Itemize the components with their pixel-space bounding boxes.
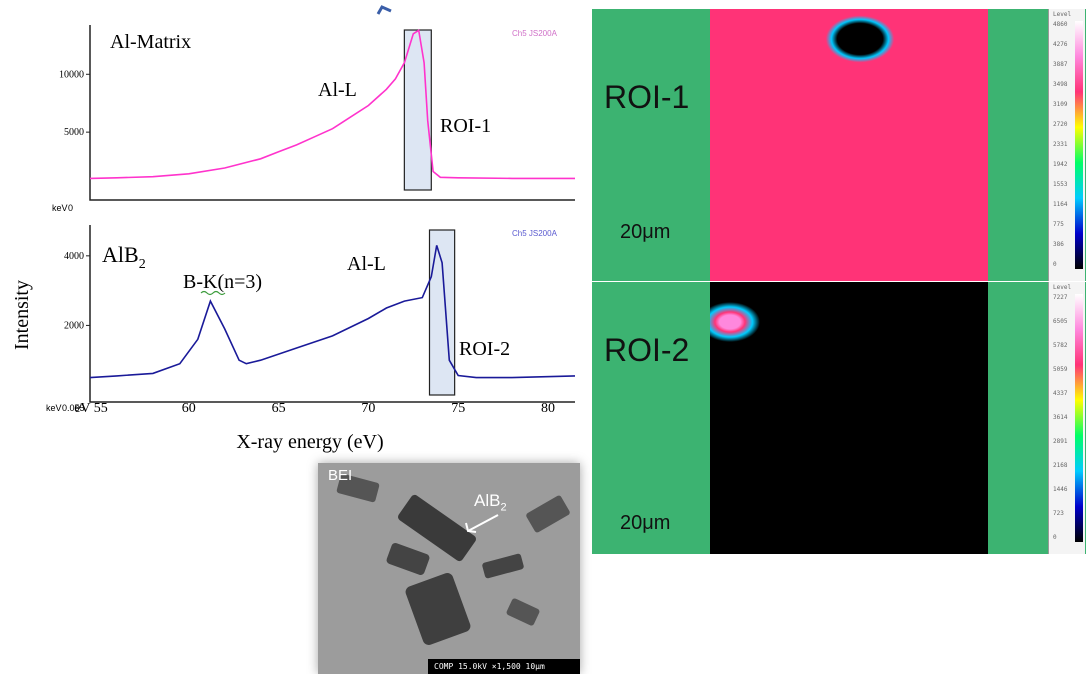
top-origin-label: 0 — [68, 203, 73, 213]
color-scale-tick: 5059 — [1053, 366, 1068, 373]
bottom-unit-label: keV — [46, 403, 62, 413]
particle — [403, 571, 473, 647]
roi-1-gradient-bar — [1075, 21, 1083, 269]
particle — [385, 541, 431, 577]
caret-mark — [376, 5, 392, 15]
top-peak-label: Al-L — [318, 79, 357, 101]
roi-2-box — [428, 229, 456, 396]
roi-2-label: ROI-2 — [459, 338, 510, 360]
particle — [505, 597, 541, 627]
y-tick-label: 2000 — [64, 320, 84, 331]
roi-1-scale-bar-label: 20μm — [620, 221, 671, 243]
y-tick-label: 10000 — [59, 69, 84, 80]
color-scale-tick: 2168 — [1053, 462, 1068, 469]
x-tick-label: eV 55 — [74, 401, 108, 416]
color-scale-tick: 2331 — [1053, 141, 1068, 148]
x-axis-label: X-ray energy (eV) — [236, 431, 383, 453]
color-scale-tick: 5782 — [1053, 342, 1068, 349]
top-axis-frame — [89, 25, 575, 201]
color-scale-tick: 1446 — [1053, 486, 1068, 493]
roi-1-level-label: Level — [1053, 11, 1072, 18]
y-axis-label: Intensity — [11, 280, 33, 350]
top-spectrum-line — [89, 28, 575, 180]
x-tick-label: 75 — [451, 401, 465, 416]
color-scale-tick: 1164 — [1053, 201, 1068, 208]
color-scale-tick: 0 — [1053, 261, 1057, 268]
particle — [481, 553, 525, 579]
color-scale-tick: 3498 — [1053, 81, 1068, 88]
bottom-axis-frame — [89, 225, 575, 403]
bottom-spectrum-panel: AlB2 Ch5 JS200A B-K(n=3) Al-L ROI-2 keV … — [46, 225, 576, 416]
phase-label-main: AlB — [474, 491, 501, 510]
color-scale-tick: 4276 — [1053, 41, 1068, 48]
roi-2-intensity-map — [710, 282, 988, 554]
b-k-peak-label: B-K(n=3) — [183, 271, 262, 293]
roi-2-map-panel: ROI-2 20μm Level 7227 6505 5782 5059 4337 361… — [592, 282, 1086, 554]
bottom-title-main: AlB — [102, 242, 139, 267]
top-unit-label: keV — [52, 203, 68, 213]
color-scale-tick: 4337 — [1053, 390, 1068, 397]
spell-check-underline — [200, 290, 226, 296]
y-tick-label: 4000 — [64, 251, 84, 262]
roi-2-scale-bar-label: 20μm — [620, 512, 671, 534]
bottom-origin-label: 0.055 — [62, 403, 85, 413]
color-scale-tick: 3109 — [1053, 101, 1068, 108]
particle — [525, 494, 571, 534]
phase-label-sub: 2 — [500, 501, 507, 514]
roi-2-map-label: ROI-2 — [604, 332, 690, 368]
bei-label: BEI — [328, 467, 353, 484]
x-tick-label: 65 — [272, 401, 286, 416]
top-watermark: Ch5 JS200A — [512, 29, 558, 38]
roi-1-map-panel: ROI-1 20μm Level 4860 4276 3887 3498 3109 272… — [592, 9, 1086, 281]
roi-1-label: ROI-1 — [440, 115, 491, 137]
al-l-peak-label-bottom: Al-L — [347, 253, 386, 275]
top-spectrum-title: Al-Matrix — [110, 31, 191, 53]
color-scale-tick: 6505 — [1053, 318, 1068, 325]
color-scale-tick: 3887 — [1053, 61, 1068, 68]
color-scale-tick: 723 — [1053, 510, 1064, 517]
x-tick-label: 60 — [182, 401, 196, 416]
color-scale-tick: 1553 — [1053, 181, 1068, 188]
alb2-phase-label: AlB2 — [474, 491, 507, 513]
color-scale-tick: 3614 — [1053, 414, 1068, 421]
roi-2-color-scale: Level 7227 6505 5782 5059 4337 3614 2891 2168 14… — [1048, 282, 1085, 554]
color-scale-tick: 1942 — [1053, 161, 1068, 168]
roi-2-gradient-bar — [1075, 294, 1083, 542]
roi-2-level-label: Level — [1053, 284, 1072, 291]
bottom-watermark: Ch5 JS200A — [512, 229, 558, 238]
roi-1-intensity-map — [710, 9, 988, 281]
color-scale-tick: 386 — [1053, 241, 1064, 248]
roi-1-map-label: ROI-1 — [604, 79, 690, 115]
x-tick-label: 70 — [361, 401, 375, 416]
color-scale-tick: 2720 — [1053, 121, 1068, 128]
color-scale-tick: 2891 — [1053, 438, 1068, 445]
alb2-arrow — [465, 514, 499, 533]
color-scale-tick: 7227 — [1053, 294, 1068, 301]
color-scale-tick: 0 — [1053, 534, 1057, 541]
spectra-chart: Intensity Al-Matrix Ch5 JS200A Al-L ROI-… — [11, 5, 576, 453]
bei-info-bar: COMP 15.0kV ×1,500 10μm — [428, 659, 580, 674]
color-scale-tick: 4860 — [1053, 21, 1068, 28]
color-scale-tick: 775 — [1053, 221, 1064, 228]
bei-micrograph: BEI AlB2 COMP 15.0kV ×1,500 10μm — [318, 463, 580, 674]
top-spectrum-panel: Al-Matrix Ch5 JS200A Al-L ROI-1 keV 0 10… — [52, 25, 575, 213]
roi-1-color-scale: Level 4860 4276 3887 3498 3109 2720 2331 1942 15… — [1048, 9, 1085, 281]
bottom-spectrum-title: AlB2 — [102, 242, 146, 272]
y-tick-label: 5000 — [64, 127, 84, 138]
bottom-spectrum-line — [89, 245, 576, 379]
bottom-title-sub: 2 — [139, 257, 146, 272]
x-tick-label: 80 — [541, 401, 555, 416]
